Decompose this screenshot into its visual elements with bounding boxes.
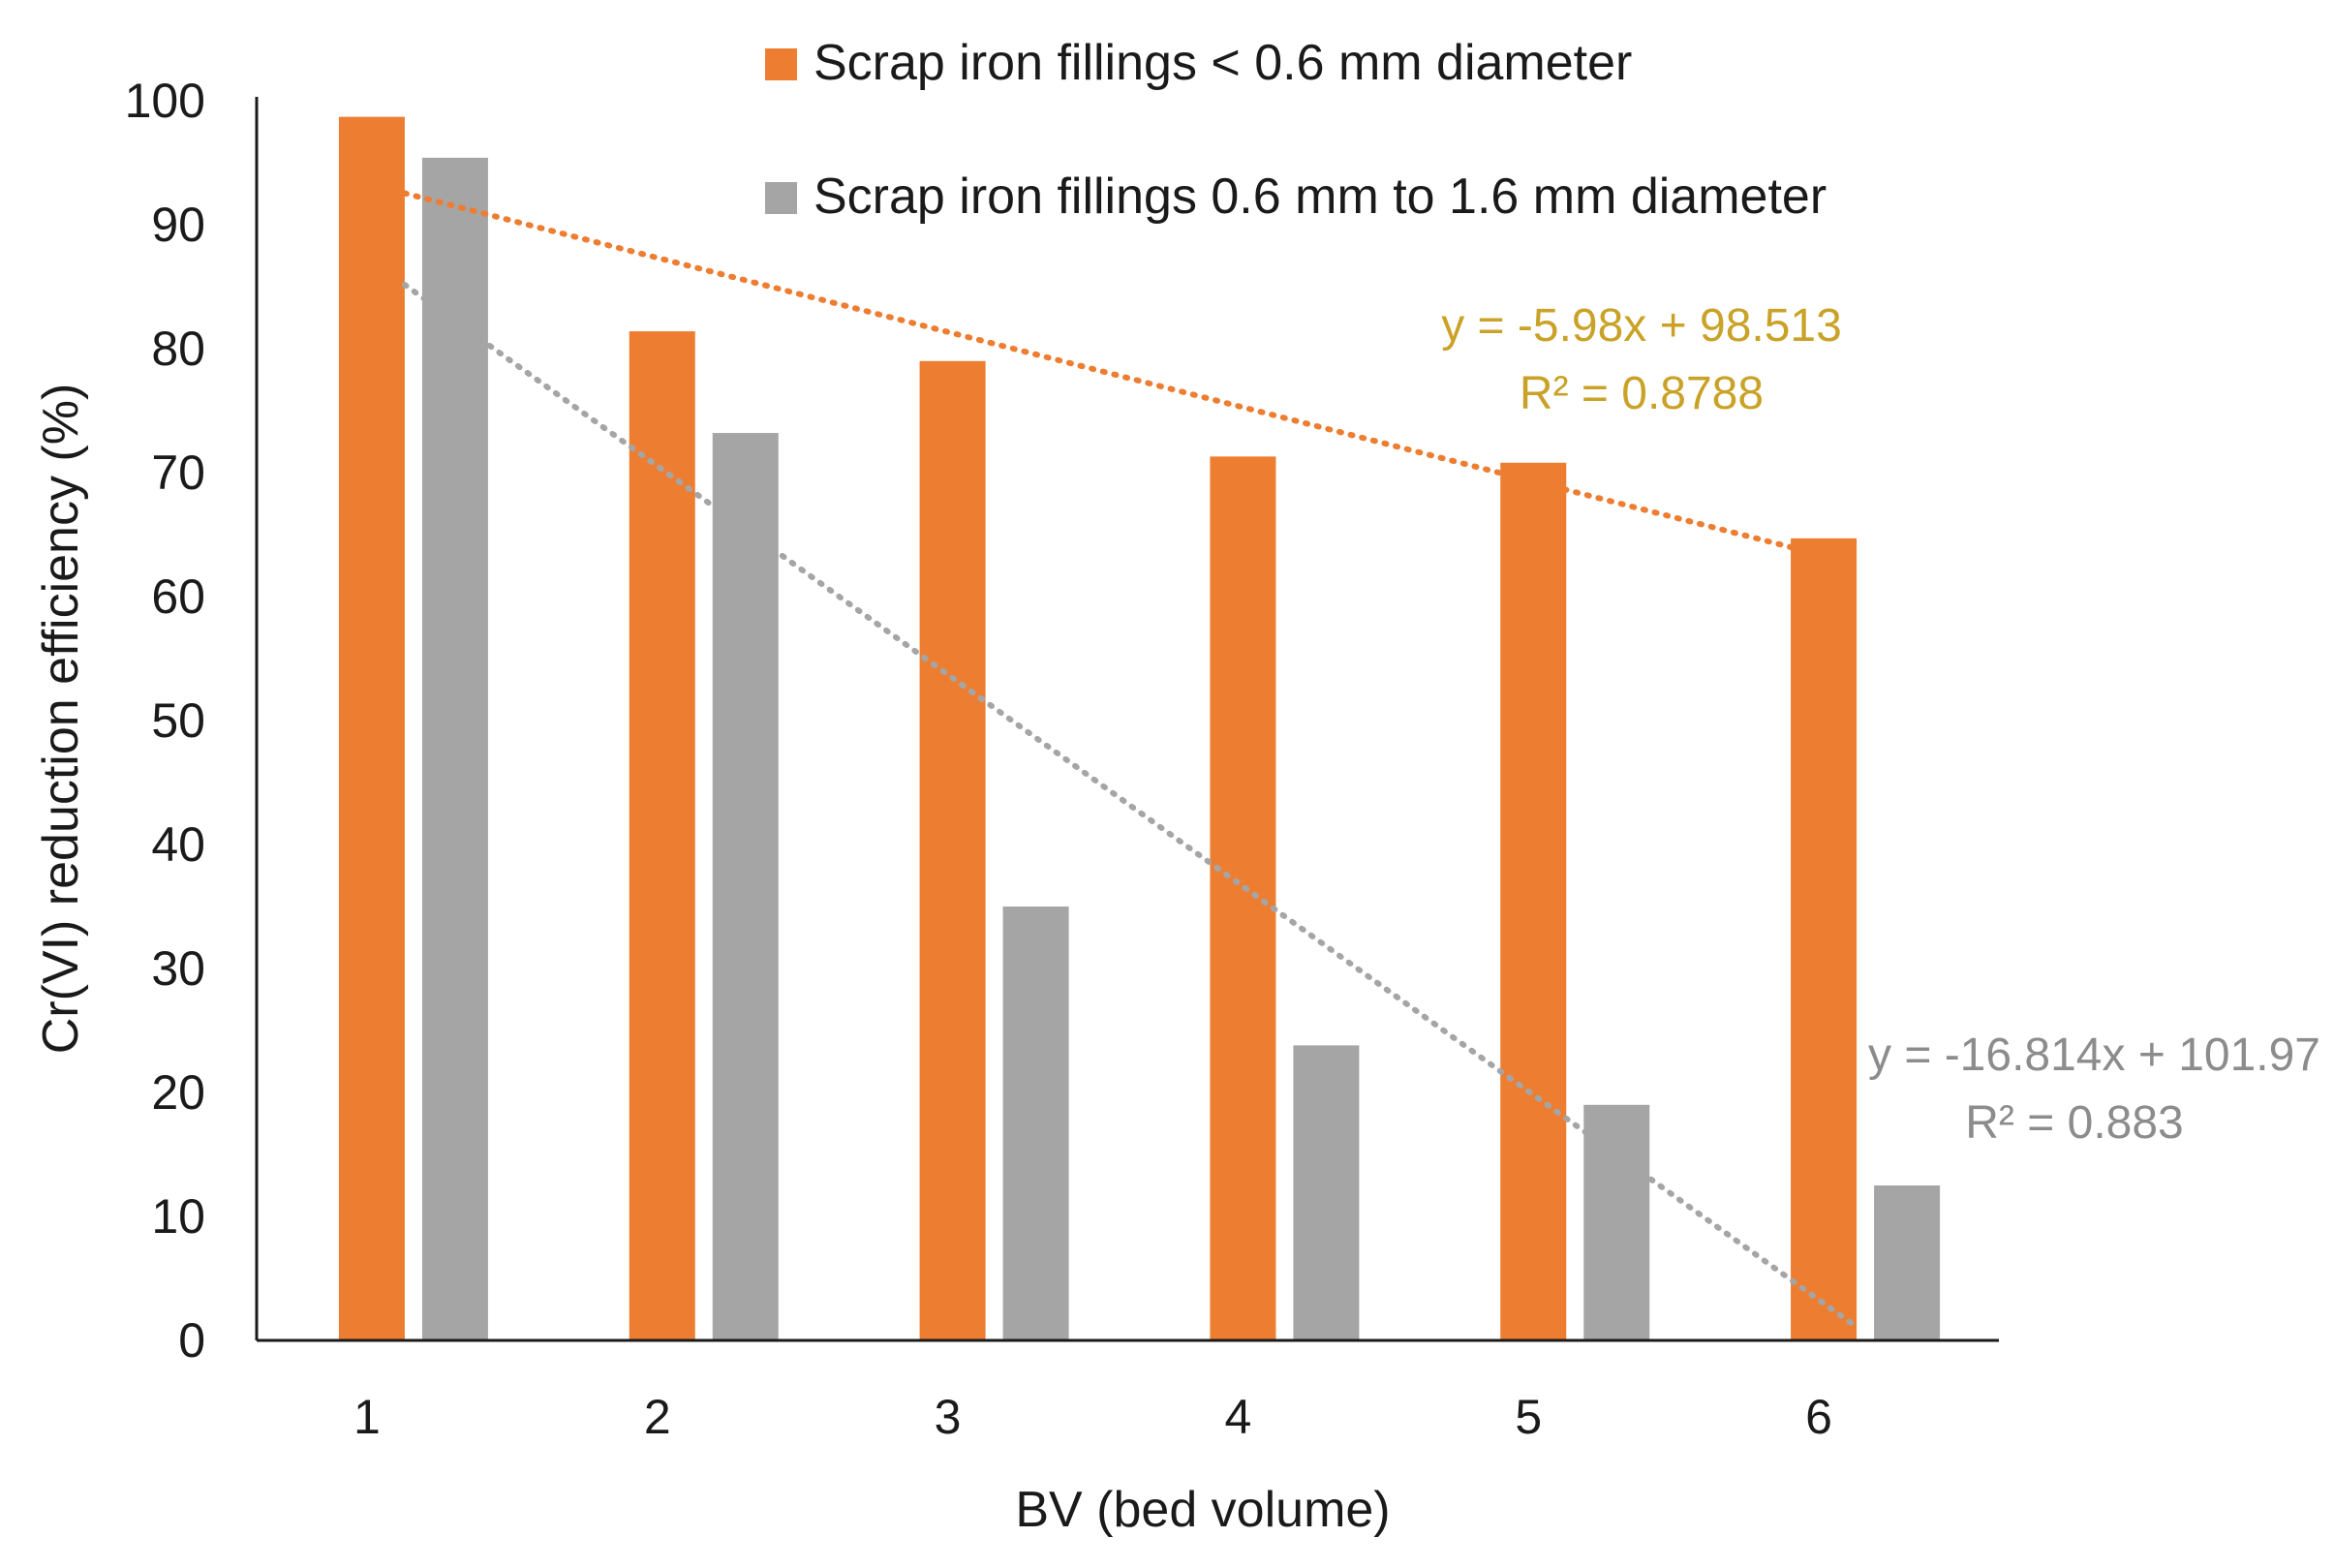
bar-series-2-bv-2 bbox=[712, 433, 779, 1340]
trendline-r2-series-2: R² = 0.883 bbox=[1965, 1097, 2183, 1149]
x-tick-label: 6 bbox=[1805, 1390, 1832, 1444]
y-axis-tick-labels: 0 10 20 30 40 50 60 70 80 90 100 bbox=[125, 74, 205, 1368]
y-tick-label: 20 bbox=[151, 1065, 205, 1120]
bar-series-1-bv-5 bbox=[1500, 462, 1567, 1340]
legend-label-series-2: Scrap iron fillings 0.6 mm to 1.6 mm dia… bbox=[814, 169, 1827, 225]
trendline-label-series-2: y = -16.814x + 101.97 R² = 0.883 bbox=[1868, 1030, 2320, 1149]
bar-series-1-bv-3 bbox=[919, 360, 986, 1340]
bar-series-2-bv-6 bbox=[1874, 1185, 1941, 1340]
trendline-equation-series-1: y = -5.98x + 98.513 bbox=[1441, 300, 1842, 352]
y-axis-title: Cr(VI) reduction efficiency (%) bbox=[33, 384, 89, 1055]
legend-label-series-1: Scrap iron fillings < 0.6 mm diameter bbox=[814, 35, 1632, 91]
y-tick-label: 80 bbox=[151, 322, 205, 376]
legend: Scrap iron fillings < 0.6 mm diameter Sc… bbox=[765, 35, 1827, 225]
bar-series-2-bv-3 bbox=[1002, 907, 1069, 1340]
x-tick-label: 1 bbox=[353, 1390, 381, 1444]
legend-swatch-series-1 bbox=[765, 48, 797, 80]
y-tick-label: 30 bbox=[151, 941, 205, 996]
bar-series-2-bv-4 bbox=[1293, 1045, 1360, 1340]
bar-series-2-bv-1 bbox=[421, 157, 488, 1340]
bar-series-1-bv-6 bbox=[1791, 538, 1858, 1340]
x-tick-label: 5 bbox=[1515, 1390, 1542, 1444]
y-tick-label: 60 bbox=[151, 569, 205, 624]
bar-series-1-bv-4 bbox=[1210, 456, 1276, 1340]
bars bbox=[338, 116, 1941, 1341]
y-tick-label: 90 bbox=[151, 198, 205, 252]
x-tick-label: 3 bbox=[935, 1390, 962, 1444]
trendline-equation-series-2: y = -16.814x + 101.97 bbox=[1868, 1030, 2320, 1081]
x-tick-label: 4 bbox=[1225, 1390, 1252, 1444]
trendline-series-2 bbox=[401, 282, 1860, 1331]
x-tick-label: 2 bbox=[644, 1390, 671, 1444]
bar-series-2-bv-5 bbox=[1583, 1104, 1650, 1340]
y-tick-label: 0 bbox=[178, 1313, 205, 1368]
y-tick-label: 70 bbox=[151, 446, 205, 500]
trendline-r2-series-1: R² = 0.8788 bbox=[1520, 368, 1764, 419]
bar-series-1-bv-2 bbox=[629, 331, 695, 1341]
x-axis-title: BV (bed volume) bbox=[1015, 1482, 1390, 1538]
y-tick-label: 40 bbox=[151, 817, 205, 872]
trendlines bbox=[401, 190, 1860, 1331]
y-tick-label: 10 bbox=[151, 1189, 205, 1244]
trendline-label-series-1: y = -5.98x + 98.513 R² = 0.8788 bbox=[1441, 300, 1842, 419]
y-tick-label: 100 bbox=[125, 74, 205, 128]
legend-swatch-series-2 bbox=[765, 182, 797, 214]
bar-series-1-bv-1 bbox=[338, 116, 405, 1340]
x-axis-tick-labels: 1 2 3 4 5 6 bbox=[353, 1390, 1832, 1444]
y-tick-label: 50 bbox=[151, 693, 205, 748]
